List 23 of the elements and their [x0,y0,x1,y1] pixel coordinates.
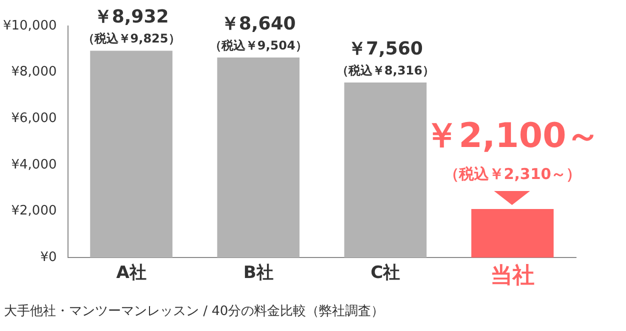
y-tick-label: ¥4,000 [11,157,57,172]
data-label: ￥8,932 [94,6,169,28]
y-tick-label: ¥0 [40,250,57,265]
annotation: （税込￥9,504） [209,38,308,52]
x-tick-label: B社 [243,263,274,284]
data-label: ￥7,560 [348,38,423,60]
y-tick-label: ¥8,000 [11,64,57,80]
annotation: （税込￥2,310～） [444,164,582,183]
data-label: ￥8,640 [220,14,296,34]
bar [217,58,300,258]
data-label: ￥2,100～ [424,116,600,156]
annotation: （税込￥9,825） [82,32,180,46]
bar [471,208,554,258]
bar [344,82,427,258]
y-tick-label: ¥10,000 [2,18,57,34]
bar [90,50,172,258]
x-tick-label: 当社 [490,264,534,289]
x-tick-label: C社 [370,263,400,284]
x-tick-label: A社 [116,263,146,284]
y-tick-label: ¥2,000 [11,204,57,219]
y-tick-label: ¥6,000 [11,111,57,126]
annotation: （税込￥8,316） [336,64,434,78]
text: 大手他社・マンツーマンレッスン / 40分の料金比較（弊社調査） [4,303,384,320]
